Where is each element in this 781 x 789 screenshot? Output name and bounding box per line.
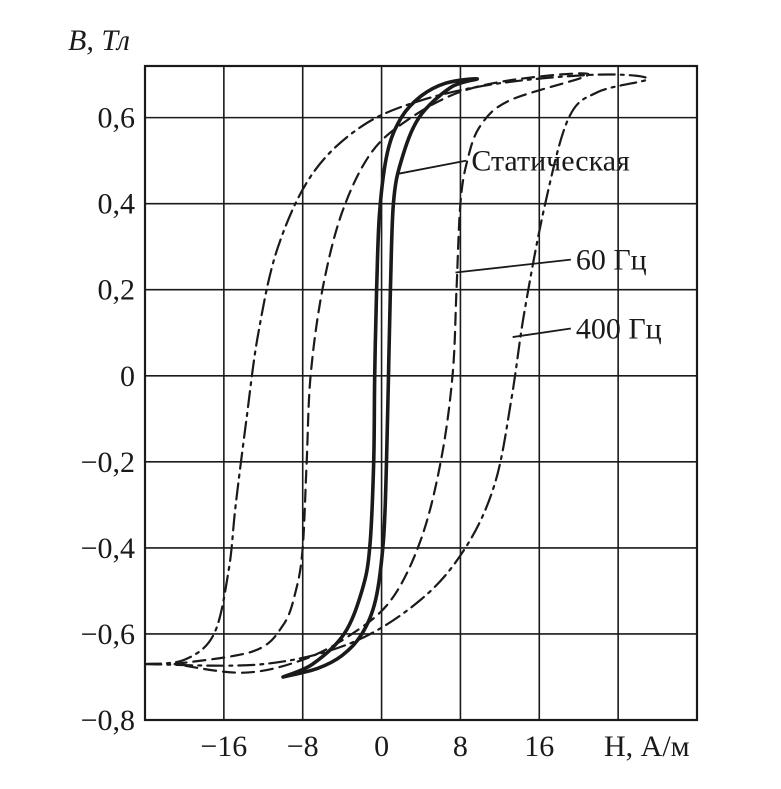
x-axis-label: H, А/м	[604, 730, 690, 763]
y-axis-label: B, Тл	[68, 24, 130, 57]
hysteresis-60hz-curve	[173, 72, 590, 674]
curve-label-60hz: 60 Гц	[576, 244, 647, 277]
hysteresis-400hz-curve	[143, 73, 649, 667]
annotation-leader-line	[512, 327, 571, 338]
curve-label-static: Статическая	[471, 145, 630, 178]
x-tick-label: 0	[374, 730, 389, 763]
x-tick-label: 16	[524, 730, 554, 763]
y-tick-label: 0,4	[98, 188, 136, 221]
y-tick-label: 0,6	[98, 102, 136, 135]
y-tick-label: −0,4	[81, 532, 135, 565]
x-tick-label: −16	[200, 730, 247, 763]
y-tick-label: 0	[120, 360, 135, 393]
y-tick-label: −0,2	[81, 446, 135, 479]
y-tick-label: 0,2	[98, 274, 136, 307]
curves	[143, 72, 649, 679]
curve-label-400hz: 400 Гц	[576, 312, 662, 345]
annotation-leader-line	[399, 159, 467, 175]
x-tick-label: −8	[287, 730, 319, 763]
plot-frame	[143, 64, 699, 722]
annotation-leader-line	[455, 258, 571, 274]
static-hysteresis-curve	[281, 76, 480, 679]
y-tick-label: −0,6	[81, 618, 135, 651]
grid	[145, 66, 697, 720]
x-tick-label: 8	[453, 730, 468, 763]
annotation-leaders	[399, 159, 571, 338]
y-tick-label: −0,8	[81, 704, 135, 737]
tick-labels: 0,6 0,4 0,2 0 −0,2 −0,4 −0,6 −0,8 −16 −8 0 8 16	[81, 102, 555, 763]
